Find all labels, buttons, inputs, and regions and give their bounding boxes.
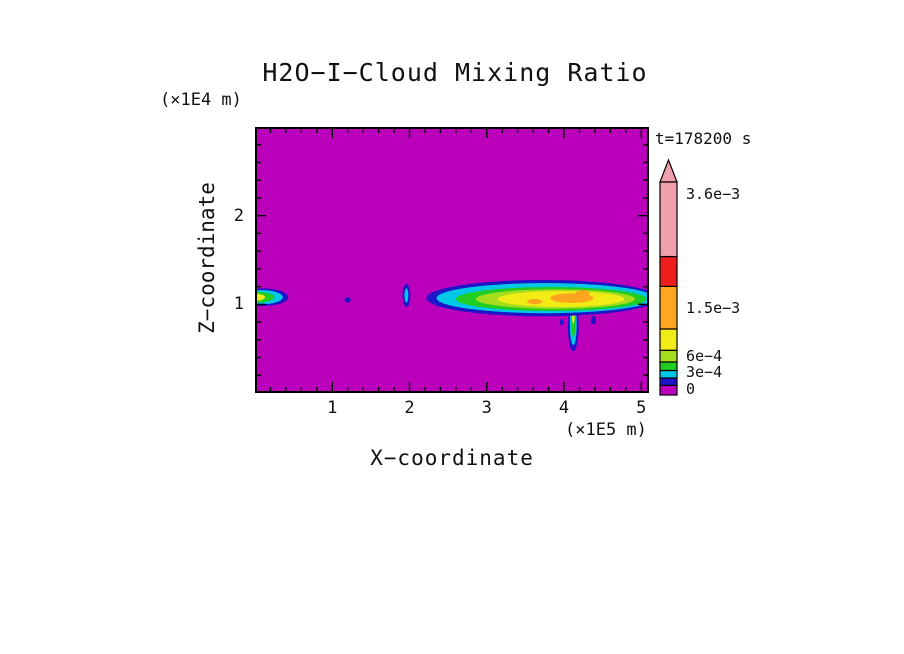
plot-background bbox=[255, 127, 649, 393]
y-tick-label: 1 bbox=[233, 294, 244, 315]
cloud-feature-cyan bbox=[404, 288, 409, 303]
x-tick-label: 2 bbox=[404, 398, 415, 418]
colorbar-segment-magenta bbox=[659, 384, 678, 396]
y-axis-unit-label: (×1E4 m) bbox=[160, 90, 242, 110]
plot-area bbox=[255, 127, 649, 393]
cloud-feature-blue bbox=[344, 297, 351, 303]
colorbar-segment-cyan bbox=[659, 369, 678, 379]
cloud-feature-blue bbox=[590, 316, 597, 325]
colorbar-tick-label: 6e−4 bbox=[686, 346, 723, 365]
cloud-feature-orange bbox=[575, 290, 590, 298]
colorbar-segment-green bbox=[659, 361, 678, 372]
cloud-feature-yellow bbox=[255, 293, 266, 301]
x-tick-label: 1 bbox=[327, 398, 338, 418]
colorbar-segment-red bbox=[659, 255, 678, 287]
colorbar-segment-blue bbox=[659, 377, 678, 387]
colorbar-tick-label: 1.5e−3 bbox=[686, 298, 741, 317]
cloud-feature-orange bbox=[526, 299, 543, 305]
colorbar-arrow bbox=[659, 158, 678, 183]
chart-title: H2O−I−Cloud Mixing Ratio bbox=[262, 58, 648, 87]
cloud-feature-blue bbox=[559, 318, 564, 326]
colorbar-segment-yellowgreen bbox=[659, 349, 678, 363]
x-tick-label: 3 bbox=[481, 398, 492, 418]
x-tick-label: 5 bbox=[636, 398, 647, 418]
colorbar-tick-label: 0 bbox=[686, 379, 696, 398]
colorbar-tick-label: 3.6e−3 bbox=[686, 184, 741, 203]
y-axis-label: Z−coordinate bbox=[195, 182, 219, 334]
x-tick-label: 4 bbox=[558, 398, 570, 418]
y-tick-label: 2 bbox=[233, 205, 244, 226]
colorbar bbox=[659, 158, 678, 396]
x-axis-label: X−coordinate bbox=[370, 446, 534, 470]
x-axis-unit-label: (×1E5 m) bbox=[565, 420, 647, 440]
colorbar-tick-label: 3e−4 bbox=[686, 362, 723, 381]
colorbar-segment-orange bbox=[659, 285, 678, 330]
colorbar-segment-pink bbox=[659, 181, 678, 258]
plot-border bbox=[255, 127, 649, 393]
colorbar-segment-yellow bbox=[659, 328, 678, 351]
time-annotation: t=178200 s bbox=[655, 129, 752, 148]
